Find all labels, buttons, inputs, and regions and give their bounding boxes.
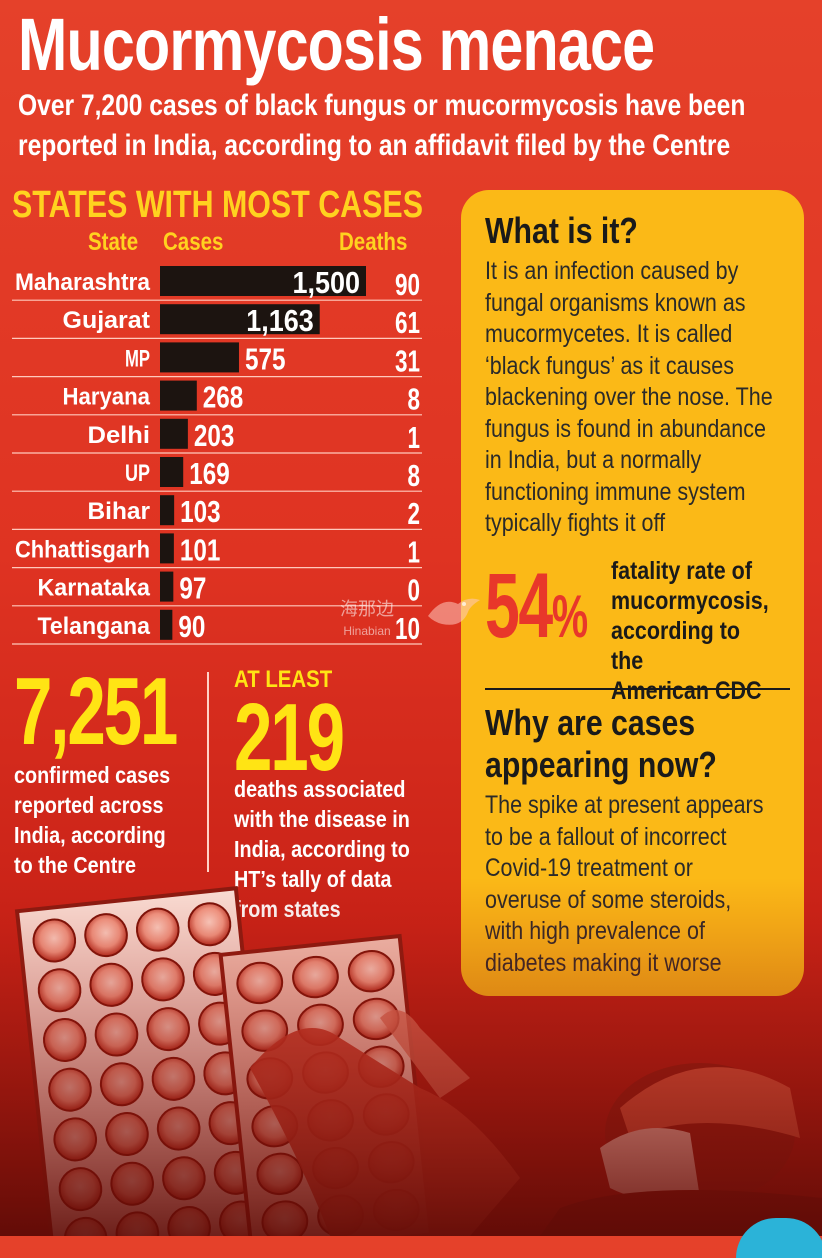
why-now-heading: Why are cases appearing now?: [485, 702, 717, 785]
percent-symbol: %: [551, 583, 588, 650]
cases-value-label: 268: [203, 380, 244, 415]
fatality-rate-value: 54: [485, 555, 553, 657]
watermark: 海那边 Hinabian: [340, 598, 394, 642]
deaths-value-label: 90: [395, 267, 420, 302]
bar: [160, 457, 184, 487]
state-label: Gujarat: [63, 307, 151, 334]
state-label: MP: [125, 345, 150, 372]
deaths-value-label: 1: [408, 534, 421, 569]
cases-bar-chart: Maharashtra 1,500 90 Gujarat 1,163 61 MP 575 31 H…: [12, 265, 422, 646]
bar: [160, 266, 366, 296]
deaths-value-label: 1: [408, 420, 421, 455]
watermark-subtext: Hinabian: [343, 624, 391, 638]
stats-divider: [207, 672, 209, 872]
confirmed-cases-number: 7,251: [14, 658, 178, 765]
cases-value-label: 575: [245, 341, 286, 376]
column-header-cases: Cases: [163, 228, 224, 256]
cases-value-label: 90: [178, 609, 205, 644]
state-label: Haryana: [63, 384, 151, 411]
subtitle-line: reported in India, according to an affid…: [18, 129, 731, 162]
cases-value-label: 169: [189, 456, 230, 491]
cases-value-label: 101: [180, 532, 221, 567]
deaths-number: 219: [234, 684, 345, 791]
what-is-it-body: It is an infection caused by fungal orga…: [485, 257, 773, 537]
info-panel: What is it? It is an infection caused by…: [461, 190, 804, 996]
bar: [160, 418, 188, 449]
deaths-prefix: AT LEAST: [234, 666, 333, 693]
deaths-value-label: 8: [408, 458, 421, 493]
subtitle-line: Over 7,200 cases of black fungus or muco…: [18, 89, 746, 122]
cases-value-label: 1,163: [246, 303, 314, 338]
chart-title: STATES WITH MOST CASES: [12, 184, 423, 226]
page-subtitle: Over 7,200 cases of black fungus or muco…: [18, 86, 805, 166]
deaths-value-label: 2: [408, 496, 421, 531]
state-label: Chhattisgarh: [15, 536, 150, 563]
cases-value-label: 103: [180, 494, 221, 529]
deaths-value-label: 0: [408, 573, 421, 608]
state-label: Karnataka: [38, 575, 151, 602]
column-header-state: State: [88, 228, 139, 256]
state-label: Maharashtra: [15, 269, 151, 296]
bar: [160, 609, 173, 640]
panel-divider: [485, 688, 790, 690]
deaths-value-label: 61: [395, 305, 420, 340]
page-title: Mucormycosis menace: [18, 3, 655, 86]
bar: [160, 304, 320, 335]
fatality-rate-number: 54%: [485, 555, 588, 665]
bar: [160, 380, 197, 411]
bar: [160, 533, 174, 564]
xray-photo-illustration: [0, 878, 822, 1236]
state-label: Delhi: [88, 422, 151, 449]
bar: [160, 495, 175, 526]
bar: [160, 571, 174, 602]
cases-value-label: 97: [179, 571, 206, 606]
state-label: UP: [125, 460, 150, 487]
confirmed-cases-text: confirmed cases reported across India, a…: [14, 762, 171, 878]
bar: [160, 342, 239, 373]
column-header-deaths: Deaths: [339, 228, 408, 256]
deaths-value-label: 10: [395, 611, 420, 646]
cases-value-label: 1,500: [293, 265, 361, 300]
cases-value-label: 203: [194, 418, 235, 453]
deaths-value-label: 31: [395, 343, 420, 378]
bird-logo-icon: [428, 598, 480, 625]
what-is-it-heading: What is it?: [485, 210, 638, 251]
deaths-value-label: 8: [408, 382, 421, 417]
fatality-rate-text: fatality rate of mucormycosis, according…: [611, 557, 769, 705]
state-label: Telangana: [38, 613, 151, 640]
watermark-text: 海那边: [340, 599, 394, 619]
state-label: Bihar: [88, 498, 151, 525]
